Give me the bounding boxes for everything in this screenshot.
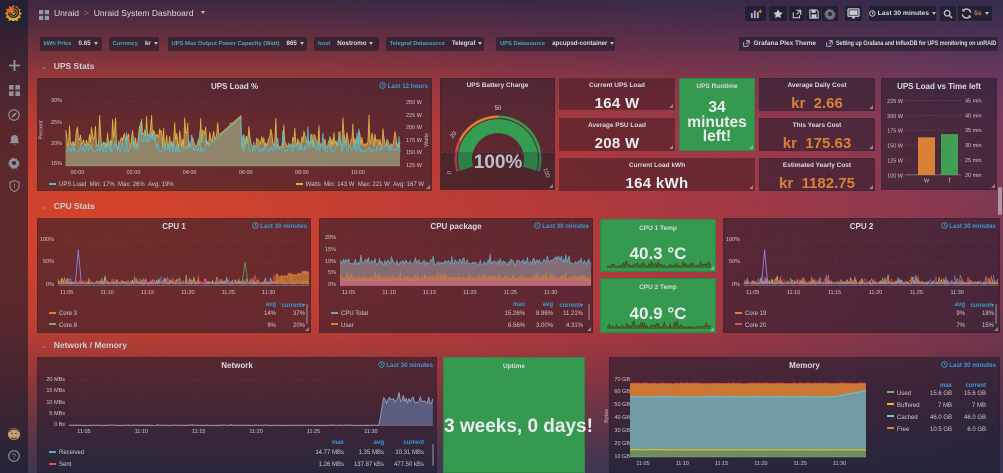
svg-text:100 W: 100 W	[887, 173, 904, 179]
svg-text:45 min: 45 min	[965, 98, 982, 104]
svg-text:!: !	[13, 183, 15, 190]
svg-text:W: W	[924, 179, 930, 185]
svg-text:35 min: 35 min	[965, 128, 982, 134]
svg-text:150 W: 150 W	[887, 144, 904, 150]
svg-text:125 W: 125 W	[887, 159, 904, 165]
svg-text:20: 20	[449, 130, 458, 139]
svg-text:0: 0	[447, 170, 454, 176]
svg-text:40 min: 40 min	[965, 113, 982, 119]
svg-text:200 W: 200 W	[887, 114, 904, 120]
svg-text:25 min: 25 min	[965, 158, 982, 164]
svg-text:175 W: 175 W	[887, 129, 904, 135]
svg-text:20 min: 20 min	[965, 173, 982, 179]
svg-text:T: T	[948, 179, 952, 185]
svg-text:225 W: 225 W	[887, 99, 904, 105]
svg-text:30 min: 30 min	[965, 143, 982, 149]
svg-text:?: ?	[12, 452, 16, 461]
svg-text:100%: 100%	[474, 152, 523, 173]
svg-text:100: 100	[541, 167, 550, 179]
svg-text:50: 50	[495, 106, 502, 112]
